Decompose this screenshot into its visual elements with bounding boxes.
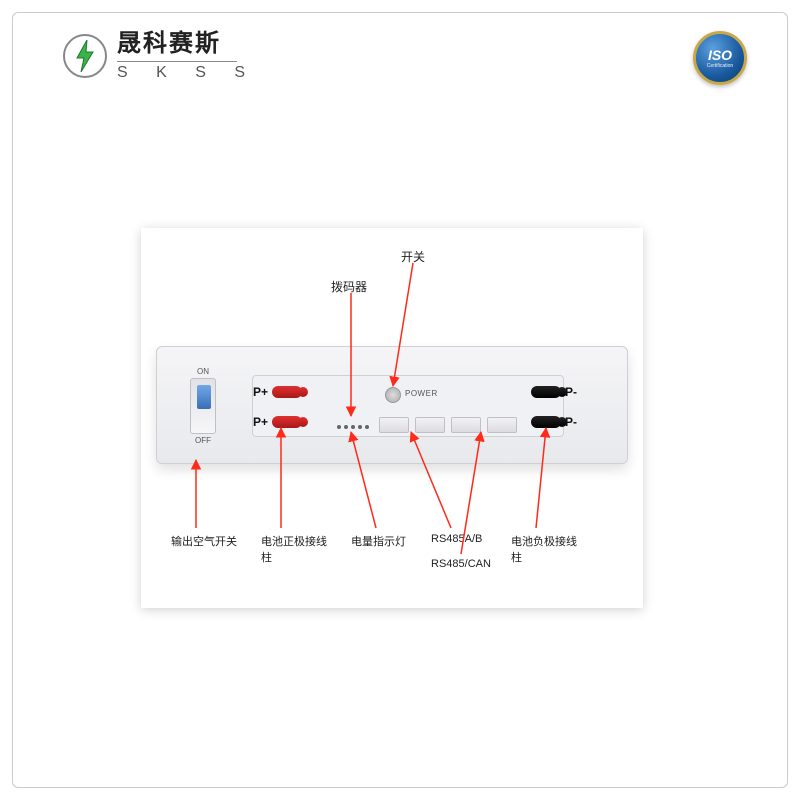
- callout-led: 电量指示灯: [351, 533, 406, 549]
- terminal-label: P+: [253, 385, 268, 399]
- terminal-post-icon: [272, 416, 302, 428]
- logo-en: S K S S: [117, 64, 257, 82]
- terminal-row: P-: [531, 415, 577, 429]
- positive-terminals: P+ P+: [253, 385, 302, 429]
- terminal-row: P+: [253, 385, 302, 399]
- device-body: ON OFF P+ P+ POWER: [156, 346, 628, 464]
- terminal-row: P-: [531, 385, 577, 399]
- diagram-panel: 开关 拨码器 ON OFF P+ P+: [141, 228, 643, 608]
- terminal-post-icon: [531, 386, 561, 398]
- outer-frame: 晟科赛斯 S K S S ISO Certification 开关 拨码器 ON…: [12, 12, 788, 788]
- led-indicator-icon: [337, 425, 369, 429]
- logo-mark-icon: [63, 34, 107, 78]
- terminal-label: P+: [253, 415, 268, 429]
- iso-main: ISO: [708, 47, 732, 63]
- logo-cn: 晟科赛斯: [117, 31, 257, 57]
- port-icon: [451, 417, 481, 433]
- iso-sub: Certification: [707, 63, 733, 69]
- negative-terminals: P- P-: [531, 385, 577, 429]
- diagram: 开关 拨码器 ON OFF P+ P+: [141, 228, 643, 608]
- logo-divider: [117, 61, 237, 62]
- port-icon: [487, 417, 517, 433]
- port-icon: [415, 417, 445, 433]
- terminal-post-icon: [272, 386, 302, 398]
- terminal-post-icon: [531, 416, 561, 428]
- logo-text: 晟科赛斯 S K S S: [117, 31, 257, 82]
- callout-dip: 拨码器: [331, 278, 367, 295]
- breaker-on-label: ON: [181, 367, 225, 376]
- callout-pos: 电池正极接线柱: [261, 533, 331, 565]
- port-icon: [379, 417, 409, 433]
- breaker-icon: [190, 378, 216, 434]
- comm-ports: [379, 417, 517, 433]
- callout-switch: 开关: [401, 248, 425, 265]
- terminal-row: P+: [253, 415, 302, 429]
- breaker-block: ON OFF: [181, 367, 225, 445]
- power-text: POWER: [405, 389, 438, 398]
- callout-neg: 电池负极接线柱: [511, 533, 581, 565]
- power-button-icon: [385, 387, 401, 403]
- callout-port1: RS485A/B: [431, 533, 482, 545]
- callout-port2: RS485/CAN: [431, 558, 491, 570]
- callout-breaker: 输出空气开关: [171, 533, 241, 549]
- breaker-off-label: OFF: [181, 436, 225, 445]
- iso-badge-icon: ISO Certification: [693, 31, 747, 85]
- company-logo: 晟科赛斯 S K S S: [63, 31, 257, 82]
